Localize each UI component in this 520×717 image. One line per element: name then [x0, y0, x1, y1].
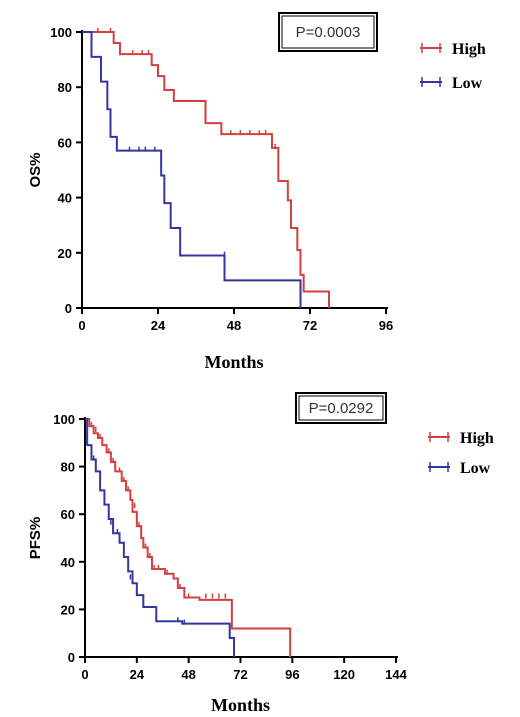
pfs-y-tick-label: 80 [61, 460, 75, 475]
pfs-chart: 0 24 48 72 96 120 144 0 20 40 60 80 100 Months PFS% P=0… [0, 385, 520, 717]
pfs-curve-low [85, 418, 236, 657]
pfs-pvalue-box [295, 392, 387, 424]
pfs-x-tick-label: 0 [81, 667, 88, 682]
pfs-x-tick-label: 72 [233, 667, 247, 682]
os-pvalue-text: P=0.0003 [296, 24, 361, 41]
os-legend-label-high: High [452, 41, 486, 58]
pfs-x-tick-label: 96 [285, 667, 299, 682]
os-y-axis-title: OS% [27, 152, 44, 187]
pfs-x-tick-label: 48 [181, 667, 195, 682]
os-x-tick-label: 96 [379, 318, 393, 333]
os-chart-svg: 0 24 48 72 96 0 20 40 60 80 100 Months OS% P=0.0003 Hi… [27, 12, 486, 372]
os-y-tick-label: 60 [58, 135, 72, 150]
os-y-tick-label: 20 [58, 246, 72, 261]
os-x-tick-label: 72 [303, 318, 317, 333]
pfs-pvalue-box-inner [298, 395, 384, 421]
os-y-tick-label: 40 [58, 191, 72, 206]
pfs-y-axis-title: PFS% [27, 517, 44, 560]
pfs-x-tick-label: 120 [333, 667, 355, 682]
pfs-y-tick-label: 20 [61, 602, 75, 617]
pfs-pvalue-text: P=0.0292 [309, 400, 374, 417]
pfs-curve-high [85, 418, 292, 657]
os-legend-label-low: Low [452, 75, 483, 92]
os-pvalue-box-inner [281, 15, 375, 49]
os-x-tick-label: 0 [78, 318, 85, 333]
os-x-axis-title: Months [204, 352, 263, 372]
os-chart: 0 24 48 72 96 0 20 40 60 80 100 Months OS% P=0.0003 Hi… [27, 12, 486, 372]
pfs-x-tick-label: 24 [130, 667, 145, 682]
os-y-tick-label: 0 [65, 301, 72, 316]
pfs-y-tick-label: 0 [68, 650, 75, 665]
os-x-tick-label: 24 [151, 318, 166, 333]
os-y-tick-label: 100 [50, 25, 72, 40]
pfs-x-axis-title: Months [211, 695, 270, 715]
os-pvalue-box [278, 12, 378, 52]
pfs-y-tick-label: 100 [53, 412, 75, 427]
pfs-x-tick-label: 144 [385, 667, 407, 682]
pfs-legend-label-high: High [460, 430, 494, 447]
os-curve-high [82, 31, 330, 308]
pfs-y-tick-label: 60 [61, 507, 75, 522]
os-x-tick-label: 48 [227, 318, 241, 333]
pfs-chart-svg: 0 24 48 72 96 120 144 0 20 40 60 80 100 Months PFS% P=0… [27, 392, 494, 715]
os-y-tick-label: 80 [58, 80, 72, 95]
pfs-legend-label-low: Low [460, 460, 491, 477]
pfs-y-tick-label: 40 [61, 555, 75, 570]
os-curve-low [82, 31, 302, 308]
